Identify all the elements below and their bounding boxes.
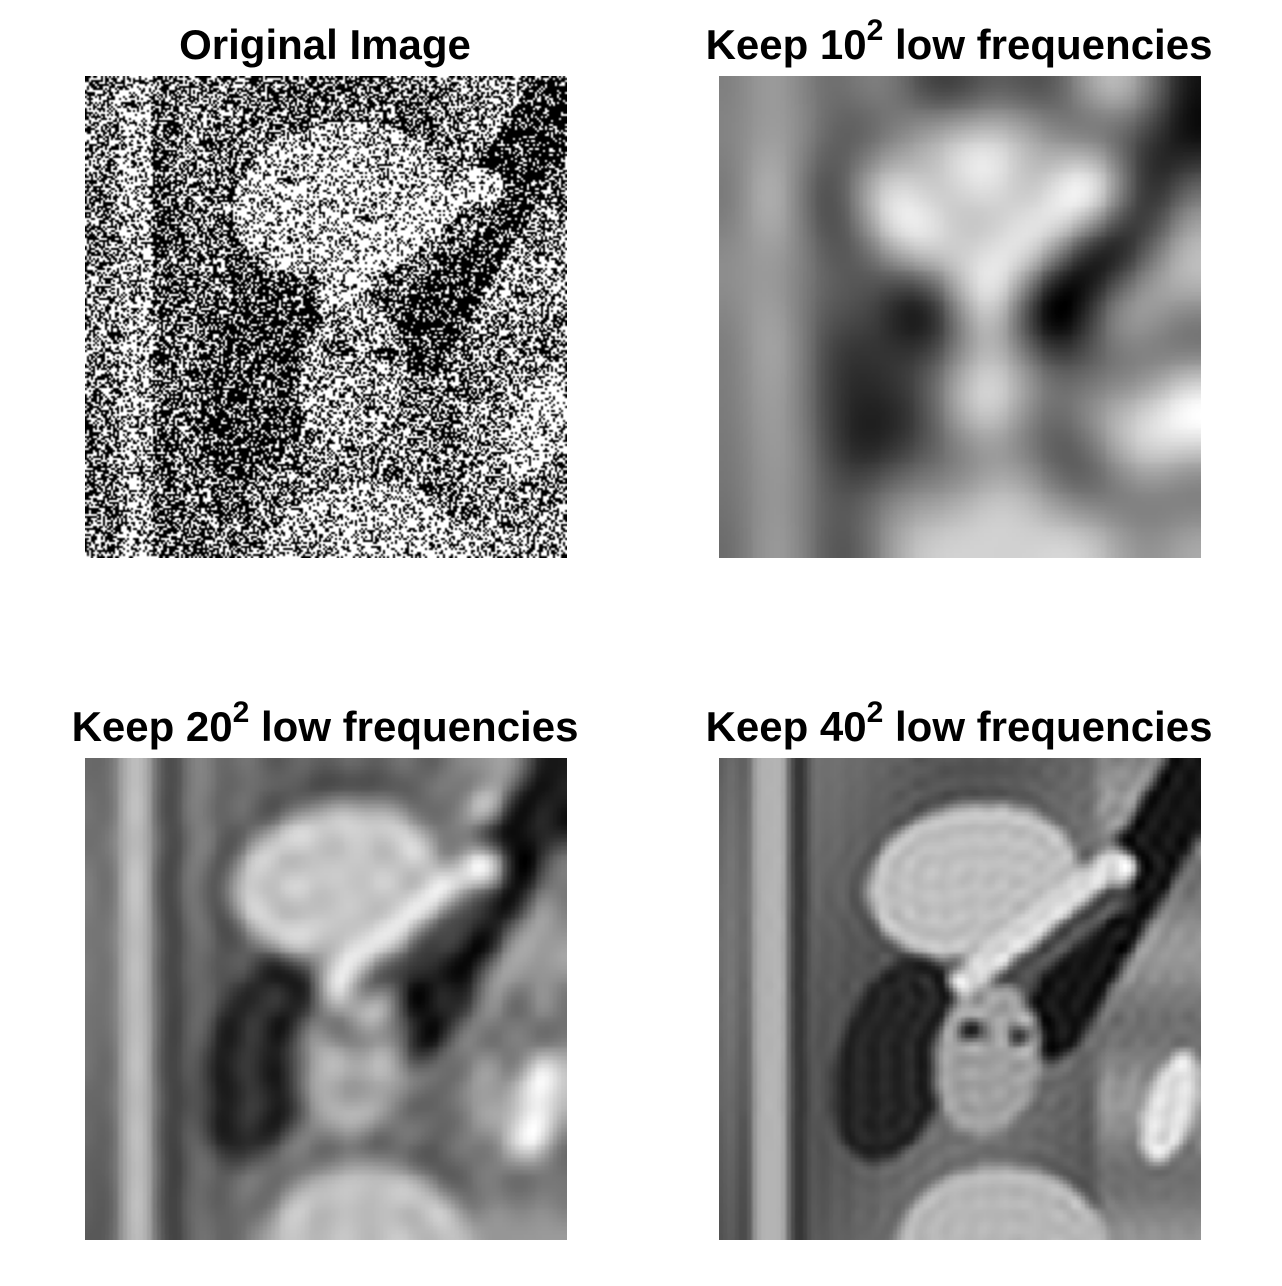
title-suffix: low frequencies [249, 703, 579, 750]
title-exponent: 2 [866, 696, 884, 729]
title-exponent: 2 [232, 696, 250, 729]
title-main: Keep 40 [705, 703, 867, 750]
title-main: Keep 20 [71, 703, 233, 750]
panel-title-keep-40: Keep 402 low frequencies [639, 698, 1279, 752]
image-canvas-keep-10 [719, 76, 1201, 558]
image-keep-10 [719, 76, 1201, 558]
title-main: Keep 10 [705, 21, 867, 68]
title-suffix: low frequencies [883, 703, 1213, 750]
title-main: Original Image [179, 21, 471, 68]
title-exponent: 2 [866, 14, 884, 47]
image-keep-40 [719, 758, 1201, 1240]
image-original-noisy [85, 76, 567, 558]
panel-title-keep-10: Keep 102 low frequencies [639, 16, 1279, 70]
image-canvas-keep-40 [719, 758, 1201, 1240]
image-keep-20 [85, 758, 567, 1240]
panel-title-original: Original Image [5, 20, 645, 70]
title-suffix: low frequencies [883, 21, 1213, 68]
image-canvas-original [85, 76, 567, 558]
panel-title-keep-20: Keep 202 low frequencies [5, 698, 645, 752]
image-canvas-keep-20 [85, 758, 567, 1240]
